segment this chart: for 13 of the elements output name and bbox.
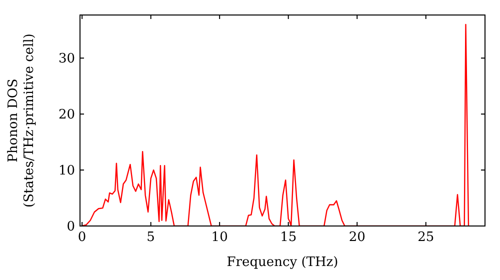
y-axis-title: Phonon DOS (States/THz·primitive cell) — [6, 33, 37, 208]
x-tick-label: 15 — [280, 230, 297, 245]
x-tick-label: 20 — [348, 230, 366, 245]
x-tick-label: 0 — [78, 230, 86, 245]
line-series — [81, 24, 470, 226]
y-tick-label: 20 — [58, 108, 75, 123]
y-tick-label: 30 — [58, 52, 75, 67]
y-tick-label: 10 — [58, 164, 75, 179]
x-tick-label: 10 — [211, 230, 228, 245]
x-tick-label: 25 — [418, 230, 434, 245]
y-tick-label: 0 — [66, 220, 75, 234]
x-tick-label: 5 — [146, 230, 155, 245]
x-axis-title: Frequency (THz) — [226, 255, 338, 270]
